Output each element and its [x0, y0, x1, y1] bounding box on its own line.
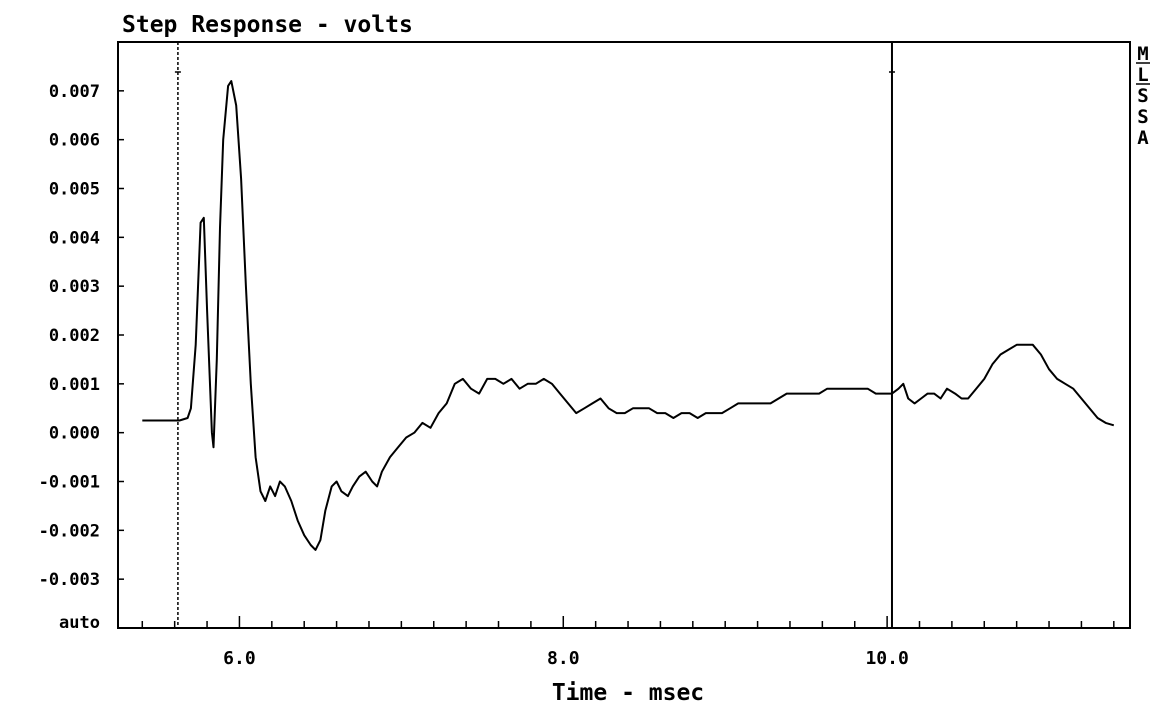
cursor-lines[interactable]: [174, 42, 895, 628]
x-tick-label: 10.0: [865, 648, 908, 669]
side-menu-item[interactable]: S: [1137, 106, 1148, 128]
minor-ticks: [118, 90, 1115, 628]
y-tick-label: 0.005: [49, 180, 100, 200]
y-tick-label: -0.002: [39, 521, 100, 541]
y-tick-label: -0.001: [39, 473, 100, 493]
side-menu-item[interactable]: A: [1137, 127, 1149, 149]
y-tick-label: 0.002: [49, 326, 100, 346]
y-tick-label: 0.000: [49, 424, 100, 444]
chart-title: Step Response - volts: [122, 12, 413, 38]
plot-frame: [117, 41, 1131, 629]
y-tick-label: -0.003: [39, 570, 100, 590]
y-tick-label: 0.006: [49, 131, 100, 151]
y-tick-label: 0.007: [49, 82, 100, 102]
x-tick-label: 8.0: [547, 648, 580, 669]
x-axis-label: Time - msec: [552, 680, 704, 706]
side-menu-item[interactable]: S: [1137, 85, 1148, 107]
y-tick-label: 0.004: [49, 228, 100, 248]
y-tick-label: 0.001: [49, 375, 100, 395]
y-scale-mode[interactable]: auto: [59, 613, 100, 633]
x-tick-labels: 6.0 8.0 10.0: [223, 648, 909, 669]
y-tick-labels: 0.007 0.006 0.005 0.004 0.003 0.002 0.001 0.000…: [39, 82, 100, 590]
x-tick-label: 6.0: [223, 648, 256, 669]
step-response-line: [142, 80, 1115, 551]
side-menu-item[interactable]: L: [1137, 64, 1148, 86]
y-tick-label: 0.003: [49, 277, 100, 297]
side-menu-item[interactable]: M: [1137, 43, 1148, 65]
